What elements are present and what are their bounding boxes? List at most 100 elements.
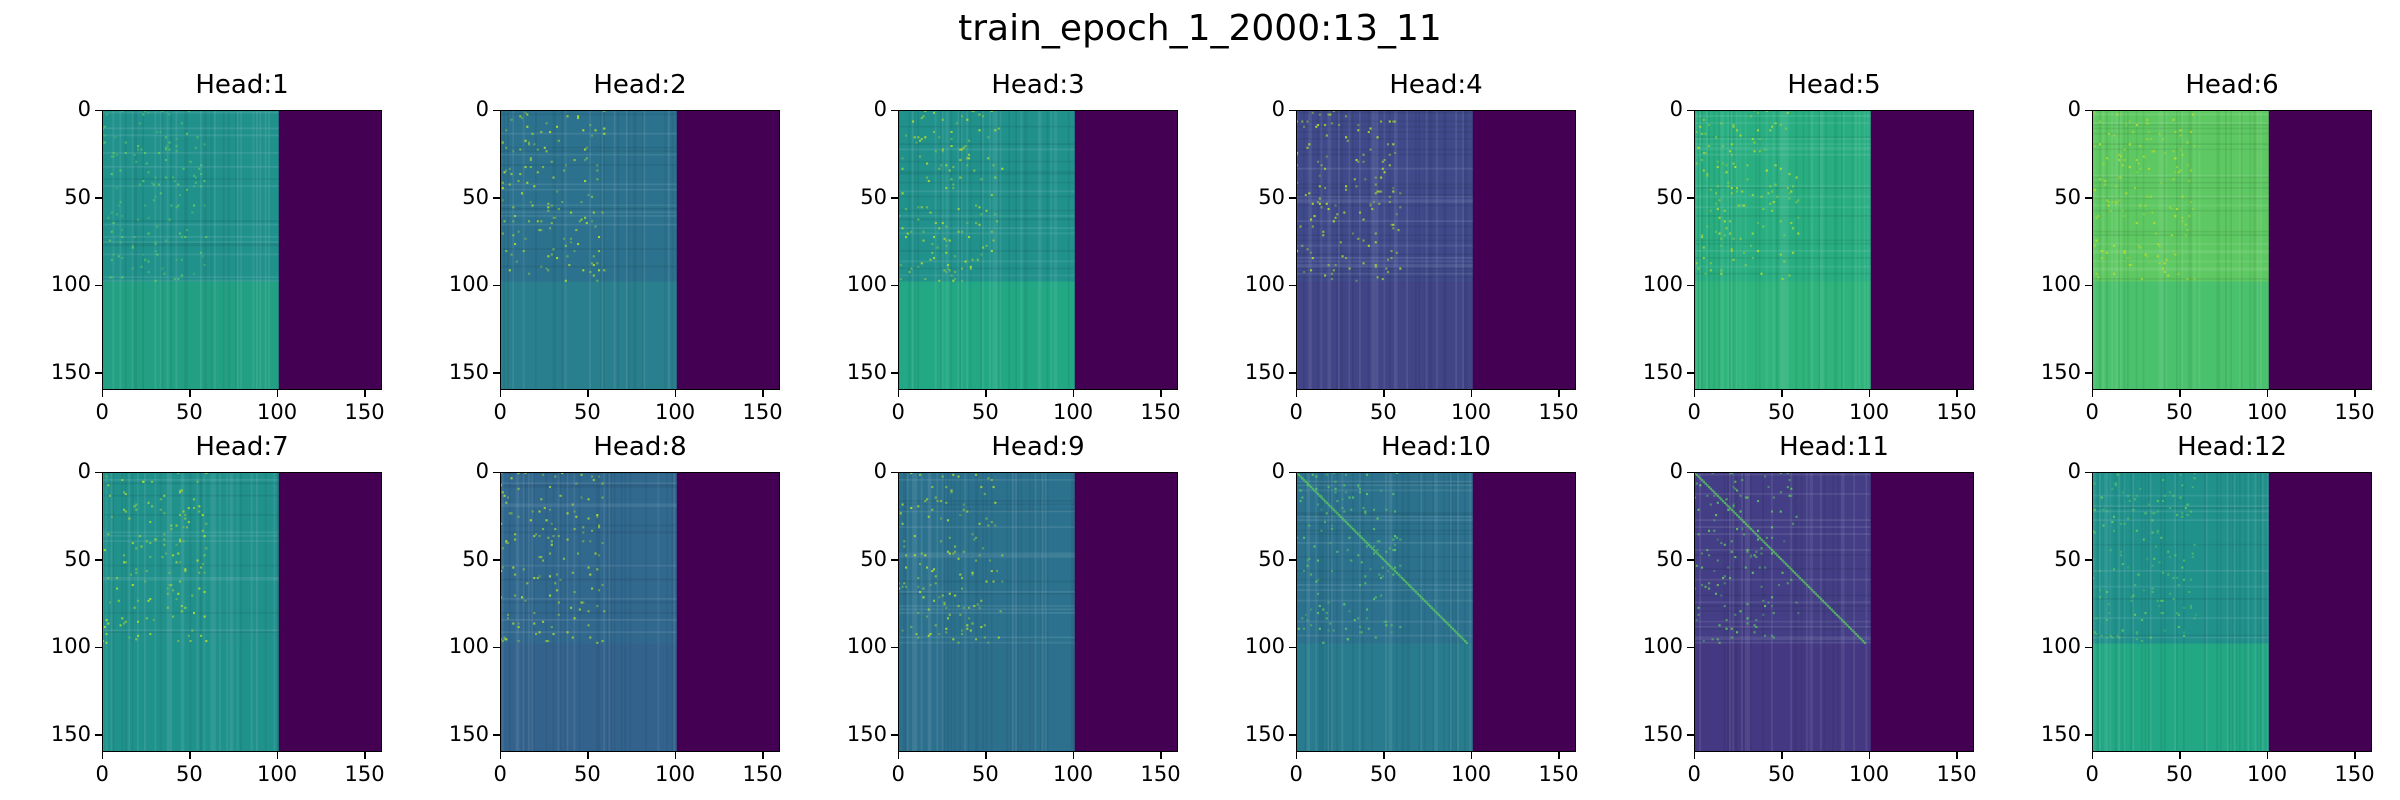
speckle xyxy=(1709,209,1712,212)
speckle xyxy=(978,113,981,116)
speckle xyxy=(2139,487,2142,490)
speckle xyxy=(1716,208,1719,211)
speckle xyxy=(2163,152,2166,155)
speckle xyxy=(1390,631,1393,634)
column-streak xyxy=(189,472,192,752)
speckle xyxy=(2146,557,2149,560)
column-streak xyxy=(229,472,232,752)
diagonal-cell xyxy=(1366,542,1369,545)
row-streak xyxy=(500,208,677,210)
speckle xyxy=(2174,171,2177,174)
speckle xyxy=(1732,486,1735,489)
speckle xyxy=(591,220,594,223)
column-streak xyxy=(1430,110,1433,390)
column-streak xyxy=(2181,110,2183,390)
diagonal-cell xyxy=(1741,519,1744,522)
diagonal-cell xyxy=(1341,517,1344,520)
row-streak xyxy=(2092,197,2269,200)
speckle xyxy=(182,167,185,170)
panel-title: Head:4 xyxy=(1389,70,1483,100)
column-streak xyxy=(2109,472,2112,752)
row-streak xyxy=(898,195,1075,198)
speckle xyxy=(179,538,182,541)
speckle xyxy=(587,498,590,501)
diagonal-cell xyxy=(1720,498,1723,501)
speckle xyxy=(1366,545,1369,548)
speckle xyxy=(526,582,529,585)
speckle xyxy=(603,132,606,135)
attention-block-upper xyxy=(2092,110,2269,282)
speckle xyxy=(193,185,196,188)
speckle xyxy=(1296,536,1299,539)
speckle xyxy=(2160,536,2163,539)
speckle xyxy=(507,617,510,620)
speckle xyxy=(194,181,197,184)
speckle xyxy=(2183,631,2186,634)
column-streak xyxy=(657,472,660,752)
speckle xyxy=(1357,124,1360,127)
speckle xyxy=(2177,272,2180,275)
speckle xyxy=(501,232,504,235)
row-streak xyxy=(898,143,1075,145)
speckle xyxy=(952,473,955,476)
speckle xyxy=(2191,486,2194,489)
column-streak xyxy=(912,472,914,752)
speckle xyxy=(1325,512,1328,515)
y-tick-label: 0 xyxy=(475,459,489,483)
diagonal-cell xyxy=(1853,631,1856,634)
speckle xyxy=(2092,194,2095,197)
speckle xyxy=(917,577,920,580)
x-tick xyxy=(1558,390,1560,397)
speckle xyxy=(1362,262,1365,265)
column-streak xyxy=(641,110,644,390)
speckle xyxy=(934,222,937,225)
speckle xyxy=(552,216,555,219)
y-tick xyxy=(891,284,898,286)
column-streak xyxy=(1741,472,1743,752)
plot-frame xyxy=(102,472,382,752)
speckle xyxy=(198,571,201,574)
speckle xyxy=(152,183,155,186)
speckle xyxy=(945,606,948,609)
speckle xyxy=(2158,561,2161,564)
speckle xyxy=(2176,514,2179,517)
x-tick xyxy=(1295,752,1297,759)
speckle xyxy=(1736,631,1739,634)
speckle xyxy=(109,276,112,279)
panel-title: Head:3 xyxy=(991,70,1085,100)
speckle xyxy=(952,552,955,555)
speckle xyxy=(2186,514,2189,517)
row-streak xyxy=(102,220,279,222)
speckle xyxy=(1334,264,1337,267)
column-streak xyxy=(2118,472,2120,752)
speckle xyxy=(2106,199,2109,202)
speckle xyxy=(945,187,948,190)
column-streak xyxy=(2135,110,2138,390)
speckle xyxy=(175,258,178,261)
speckle xyxy=(1772,636,1775,639)
speckle xyxy=(1366,608,1369,611)
speckle xyxy=(971,258,974,261)
speckle xyxy=(913,554,916,557)
speckle xyxy=(1786,486,1789,489)
row-streak xyxy=(1296,514,1473,516)
speckle xyxy=(910,472,913,475)
column-streak xyxy=(1348,110,1351,390)
y-tick xyxy=(1687,734,1694,736)
column-streak xyxy=(2123,472,2126,752)
speckle xyxy=(2186,278,2189,281)
speckle xyxy=(1306,564,1309,567)
column-streak xyxy=(957,110,960,390)
speckle xyxy=(575,515,578,518)
speckle xyxy=(1317,201,1320,204)
speckle xyxy=(934,624,937,627)
speckle xyxy=(568,264,571,267)
speckle xyxy=(163,543,166,546)
speckle xyxy=(191,211,194,214)
speckle xyxy=(161,267,164,270)
speckle xyxy=(905,134,908,137)
speckle xyxy=(1730,472,1733,475)
speckle xyxy=(2139,246,2142,249)
speckle xyxy=(1376,136,1379,139)
row-streak xyxy=(1296,578,1473,581)
